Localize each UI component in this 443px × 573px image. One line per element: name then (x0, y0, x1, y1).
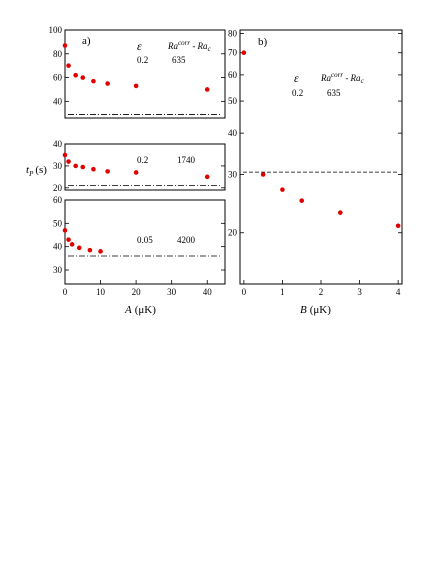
panel-b-letter: b) (258, 36, 268, 48)
panel-2-data-point (87, 247, 93, 253)
panel-2-xtick-label: 20 (132, 287, 142, 297)
panel-a-ra-base: Ra (167, 41, 178, 51)
panel-1-ytick-label: 20 (53, 183, 63, 193)
panel-3-data-point (241, 50, 247, 56)
panel-1-data-point (62, 152, 68, 158)
panel-a-middle-eps-value: 0.2 (137, 155, 148, 165)
panel-b-eps-value: 0.2 (292, 88, 303, 98)
panel-1-data-point (133, 170, 139, 175)
panel-a-top-eps-value: 0.2 (137, 55, 148, 65)
panel-a-top-ra-value: 635 (172, 55, 186, 65)
panel-a-middle-ra-value: 1740 (177, 155, 196, 165)
panel-1-data-point (105, 169, 110, 174)
panel-3-xtick-label: 4 (396, 287, 401, 297)
panel-0-data-point (133, 83, 139, 89)
panel-b-eps-header: ε (294, 71, 299, 85)
panel-0-ytick-label: 100 (49, 25, 63, 35)
panel-0-data-point (204, 87, 210, 92)
panel-a-letter: a) (82, 35, 91, 47)
panel-2-ytick-label: 40 (53, 242, 63, 252)
y-axis-label-unit: (s) (35, 164, 47, 176)
panel-0-data-point (62, 43, 68, 48)
panel-a-top-frame (64, 29, 226, 119)
panel-2-xtick-label: 40 (203, 287, 213, 297)
panel-3-data-point (299, 198, 305, 203)
panel-2-data-point (98, 249, 103, 254)
panel-1-data-point (91, 166, 96, 172)
panel-1-data-point (73, 163, 78, 169)
y-axis-label-symbol: t (26, 164, 30, 176)
panel-a-x-axis-label: A (μK) (124, 304, 156, 316)
panel-2-xtick-label: 30 (167, 287, 177, 297)
panel-3-data-point (280, 187, 285, 192)
data-point-layer (62, 43, 401, 254)
panel-b-ra-sup: corr (331, 71, 343, 79)
panel-b-x-axis-symbol: B (300, 304, 307, 316)
panel-0-ytick-label: 40 (53, 96, 63, 106)
tick-layer (64, 29, 402, 284)
panel-2-data-point (76, 245, 82, 251)
panel-2-ytick-label: 50 (53, 218, 63, 228)
panel-3-ytick-label: 70 (228, 48, 238, 58)
y-axis-label: tP (s) (26, 164, 47, 178)
panel-3-ytick-label: 80 (228, 29, 238, 39)
panel-2-ytick-label: 60 (53, 195, 63, 205)
panel-b-x-axis-label: B (μK) (300, 304, 331, 316)
y-axis-label-sub: P (28, 170, 34, 178)
panel-a-ra-header: Racorr - Rac (167, 39, 212, 53)
panel-0-ytick-label: 80 (53, 49, 63, 59)
reference-line-layer (68, 114, 399, 257)
panel-3-xtick-label: 1 (280, 287, 285, 297)
panel-2-data-point (66, 237, 71, 242)
panel-b-frame (239, 29, 403, 285)
panel-0-data-point (73, 72, 78, 78)
panel-b-ra-base: Ra (320, 73, 331, 83)
panel-1-data-point (204, 174, 210, 180)
panel-2-data-point (62, 228, 68, 233)
panel-0-data-point (80, 75, 86, 80)
panel-3-ytick-label: 20 (228, 228, 238, 238)
panel-3-ytick-label: 60 (228, 70, 238, 80)
panel-2-ytick-label: 30 (53, 265, 63, 275)
panel-3-ytick-label: 40 (228, 128, 238, 138)
panel-a-x-axis-symbol: A (124, 304, 132, 316)
panel-2-data-point (69, 242, 75, 247)
panel-1-ytick-label: 40 (53, 139, 63, 149)
panel-a-eps-header: ε (137, 39, 142, 53)
panel-3-ytick-label: 50 (228, 96, 238, 106)
panel-3-xtick-label: 2 (319, 287, 324, 297)
panel-1-data-point (80, 164, 86, 170)
panel-3-data-point (395, 223, 401, 229)
panel-a-x-axis-unit: (μK) (135, 304, 157, 316)
panel-a-ra-sup: corr (178, 39, 190, 47)
panel-3-xtick-label: 0 (242, 287, 247, 297)
panel-a-bottom-ra-value: 4200 (177, 235, 196, 245)
panel-b-ra-tail: - Ra (343, 73, 361, 83)
panel-b-ra-value: 635 (327, 88, 341, 98)
panel-3-data-point (260, 172, 266, 177)
panel-a-ra-sub: c (208, 45, 212, 53)
panel-1-data-point (66, 159, 71, 164)
panel-b-x-axis-unit: (μK) (310, 304, 332, 316)
panel-3-xtick-label: 3 (357, 287, 362, 297)
panel-0-data-point (66, 63, 71, 68)
panel-b-ra-sub: c (361, 77, 365, 85)
panel-1-ytick-label: 30 (53, 161, 63, 171)
panel-b-ra-header: Racorr - Rac (320, 71, 365, 85)
panel-a-ra-tail: - Ra (190, 41, 208, 51)
panel-2-xtick-label: 0 (63, 287, 68, 297)
panel-0-data-point (91, 78, 96, 84)
panel-3-ytick-label: 30 (228, 169, 238, 179)
panel-a-bottom-eps-value: 0.05 (137, 235, 153, 245)
panel-2-xtick-label: 10 (96, 287, 106, 297)
panel-0-data-point (105, 81, 110, 86)
panel-a-bottom-frame (64, 199, 226, 285)
panel-a-middle-frame (64, 143, 226, 191)
panel-3-data-point (337, 210, 343, 215)
panel-0-ytick-label: 60 (53, 73, 63, 83)
